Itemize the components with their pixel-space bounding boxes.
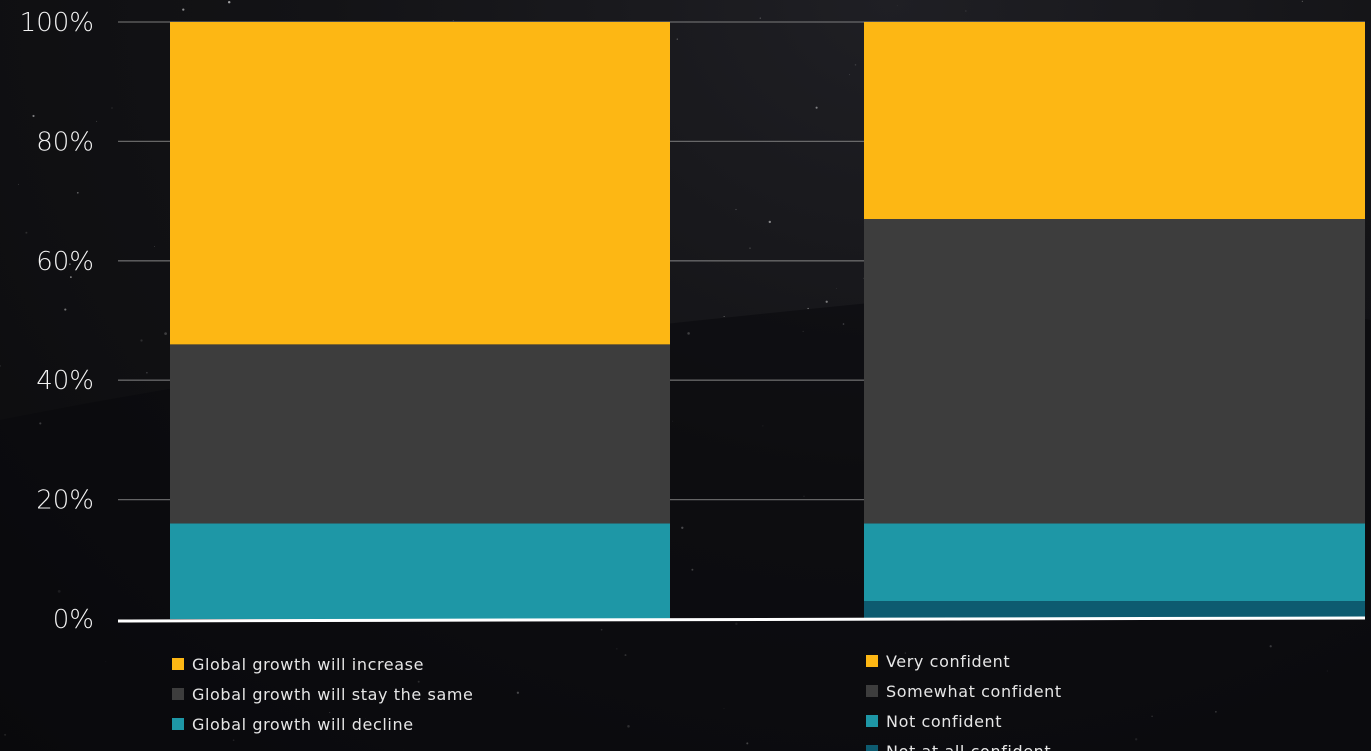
y-tick-label: 80% bbox=[36, 127, 94, 157]
star bbox=[70, 276, 72, 278]
star bbox=[965, 10, 967, 12]
star bbox=[1301, 0, 1304, 3]
star bbox=[759, 17, 761, 19]
star bbox=[735, 208, 737, 211]
legend-swatch bbox=[172, 688, 184, 700]
star bbox=[146, 372, 148, 374]
legend-swatch bbox=[866, 745, 878, 751]
star bbox=[96, 120, 98, 122]
legend-swatch bbox=[866, 685, 878, 697]
star bbox=[825, 300, 828, 303]
star bbox=[64, 308, 67, 311]
bar-segment bbox=[170, 22, 670, 345]
star bbox=[227, 0, 231, 4]
legend-label: Not at all confident bbox=[886, 742, 1051, 751]
legend-swatch bbox=[172, 718, 184, 730]
star bbox=[452, 20, 454, 22]
star bbox=[723, 316, 725, 318]
bar-segment bbox=[170, 344, 670, 524]
star bbox=[25, 231, 28, 234]
y-tick-label: 20% bbox=[36, 486, 94, 516]
star bbox=[140, 339, 143, 342]
star bbox=[836, 288, 837, 289]
legend-swatch bbox=[866, 715, 878, 727]
legend-swatch bbox=[866, 655, 878, 667]
bar-segment bbox=[170, 523, 670, 619]
bars bbox=[170, 22, 1365, 619]
star bbox=[182, 8, 185, 11]
star bbox=[849, 74, 850, 76]
star bbox=[0, 365, 1, 367]
star bbox=[17, 183, 19, 185]
star bbox=[768, 220, 771, 224]
y-tick-label: 0% bbox=[53, 605, 94, 635]
y-tick-label: 40% bbox=[36, 366, 94, 396]
bar-segment bbox=[864, 523, 1365, 602]
bar-segment bbox=[864, 22, 1365, 220]
star bbox=[87, 266, 89, 268]
star bbox=[749, 247, 751, 249]
bar-segment bbox=[864, 219, 1365, 524]
legend-label: Global growth will decline bbox=[192, 715, 414, 734]
legend-label: Global growth will increase bbox=[192, 655, 424, 674]
star bbox=[111, 107, 113, 109]
star bbox=[896, 5, 898, 7]
star bbox=[164, 332, 167, 335]
y-axis-tick-labels: 0% 20% 40% 60% 80% 100% bbox=[20, 8, 94, 635]
star bbox=[76, 191, 79, 194]
legend-label: Not confident bbox=[886, 712, 1002, 731]
star bbox=[807, 307, 809, 310]
bar-segment bbox=[864, 601, 1365, 619]
star bbox=[154, 245, 155, 247]
y-tick-label: 100% bbox=[20, 8, 94, 38]
legend-label: Global growth will stay the same bbox=[192, 685, 473, 704]
star bbox=[676, 38, 678, 40]
legend-swatch bbox=[172, 658, 184, 670]
star bbox=[815, 106, 818, 109]
star bbox=[69, 263, 71, 265]
legend-label: Very confident bbox=[886, 652, 1010, 671]
star bbox=[854, 64, 857, 66]
star bbox=[32, 114, 35, 118]
legend-label: Somewhat confident bbox=[886, 682, 1062, 701]
legends: Global growth will increase Global growth… bbox=[172, 652, 1062, 751]
y-tick-label: 60% bbox=[36, 247, 94, 277]
x-axis-baseline bbox=[117, 616, 1366, 623]
